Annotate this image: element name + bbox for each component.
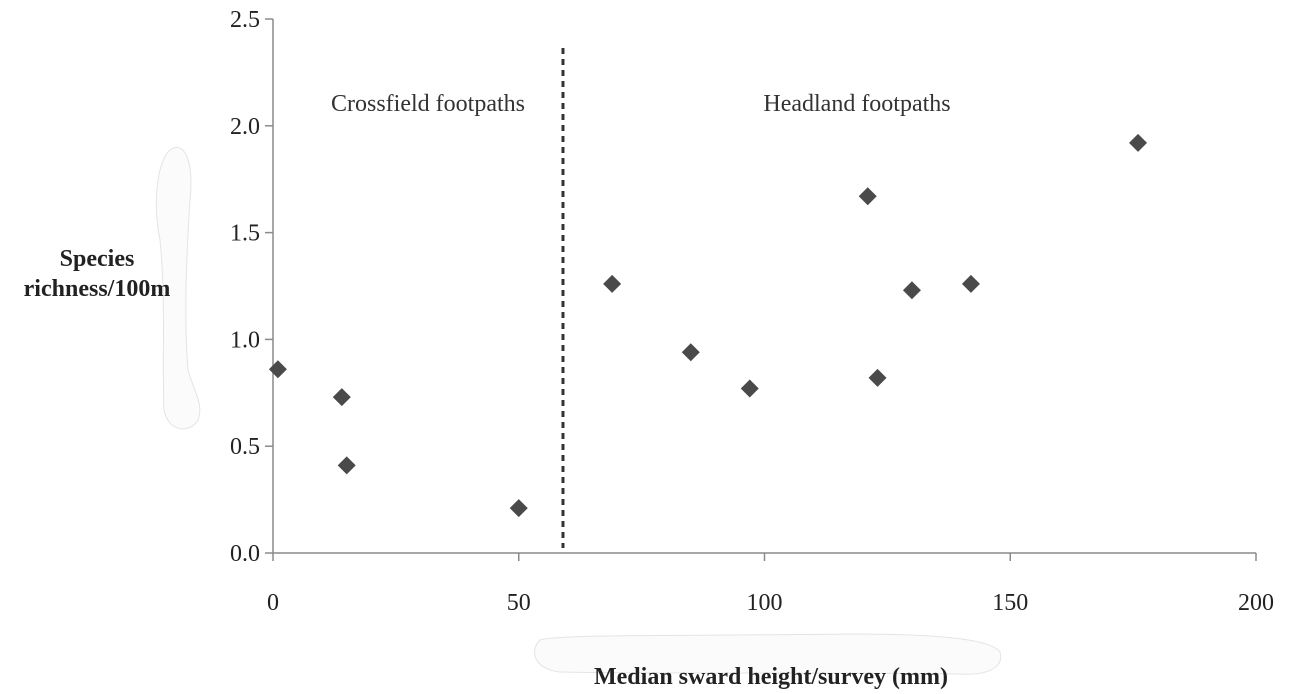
y-tick-label: 1.5	[230, 221, 260, 247]
x-tick-label: 50	[507, 590, 531, 616]
region-label-crossfield: Crossfield footpaths	[331, 91, 525, 117]
y-tick-label: 2.5	[230, 7, 260, 33]
data-point-diamond	[510, 499, 528, 517]
region-label-headland: Headland footpaths	[763, 91, 950, 117]
data-point-diamond	[962, 275, 980, 293]
data-point-diamond	[859, 187, 877, 205]
text-layer: 0.0 0.5 1.0 1.5 2.0 2.5 0 50 100 150 200 Crossfield…	[24, 7, 1274, 690]
x-axis-title: Median sward height/survey (mm)	[594, 664, 948, 690]
data-point-diamond	[682, 343, 700, 361]
data-point-diamond	[1129, 134, 1147, 152]
data-point-diamond	[603, 275, 621, 293]
y-tick-label: 2.0	[230, 114, 260, 140]
y-axis-title-line: richness/100m	[24, 276, 171, 302]
y-axis-title-line: Species	[60, 246, 135, 272]
points-layer	[269, 134, 1147, 517]
x-tick-label: 0	[267, 590, 279, 616]
data-point-diamond	[333, 388, 351, 406]
y-tick-label: 1.0	[230, 327, 260, 353]
data-point-diamond	[338, 456, 356, 474]
x-tick-label: 200	[1238, 590, 1274, 616]
data-point-diamond	[269, 360, 287, 378]
x-tick-label: 150	[992, 590, 1028, 616]
y-tick-label: 0.0	[230, 541, 260, 567]
data-point-diamond	[741, 380, 759, 398]
x-tick-label: 100	[747, 590, 783, 616]
data-point-diamond	[903, 281, 921, 299]
y-axis-title: Species richness/100m	[24, 246, 171, 302]
y-tick-label: 0.5	[230, 434, 260, 460]
data-point-diamond	[869, 369, 887, 387]
